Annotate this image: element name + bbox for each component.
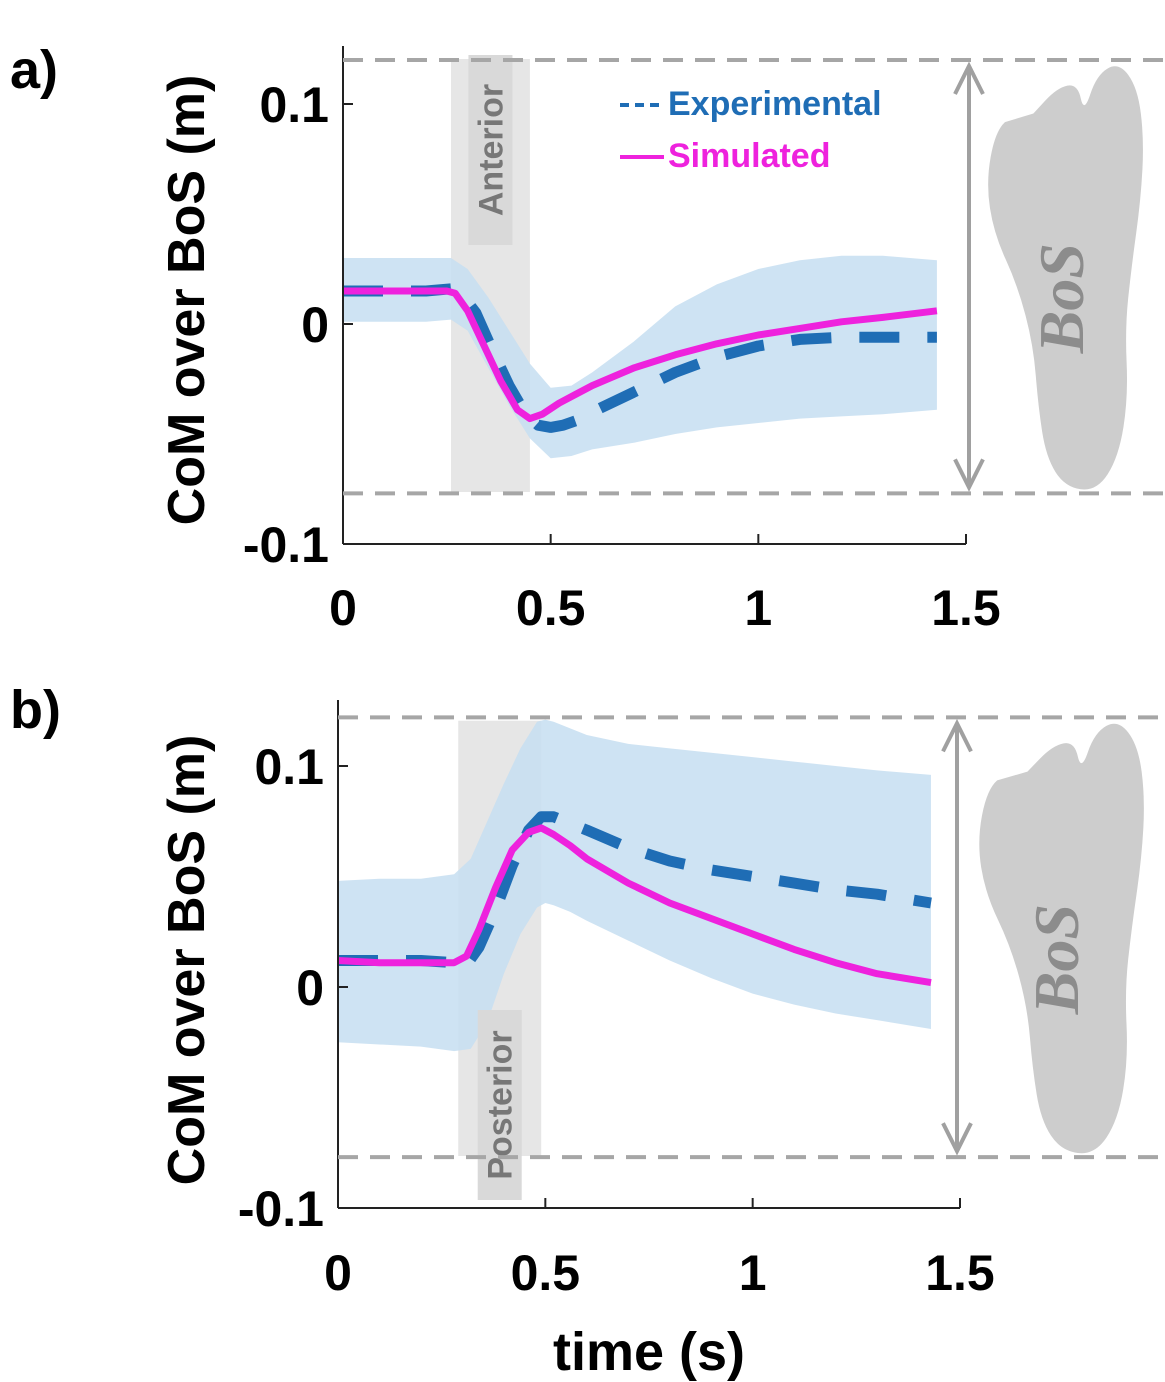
- bos-arrow-head-bottom: [953, 458, 985, 492]
- x-axis-label: time (s): [553, 1322, 745, 1382]
- phase-label: Anterior: [472, 84, 510, 216]
- bos-arrow-head-top: [941, 718, 973, 753]
- panel-label: a): [10, 40, 58, 100]
- foot-icon: [979, 723, 1144, 1154]
- series-simulated-line: [337, 824, 932, 987]
- phase-label-box: [477, 1010, 522, 1200]
- x-tick-label: 0: [329, 580, 357, 636]
- x-tick-label: 1.5: [931, 580, 1001, 636]
- panel-label: b): [10, 680, 61, 740]
- y-tick-label: -0.1: [238, 1181, 324, 1237]
- series-experimental-line: [343, 283, 937, 433]
- x-tick-label: 0.5: [511, 1245, 581, 1301]
- y-axis-label: CoM over BoS (m): [158, 75, 216, 526]
- y-tick-label: -0.1: [243, 517, 329, 573]
- bos-text: BoS: [1021, 904, 1092, 1015]
- x-tick-label: 1: [744, 580, 772, 636]
- x-tick-label: 1.5: [925, 1245, 995, 1301]
- std-band: [343, 255, 937, 459]
- x-tick-label: 0: [324, 1245, 352, 1301]
- y-tick-label: 0: [296, 960, 324, 1016]
- y-tick-label: 0.1: [259, 77, 329, 133]
- x-tick-label: 1: [739, 1245, 767, 1301]
- legend-experimental-label: Experimental: [668, 85, 882, 123]
- bos-text: BoS: [1026, 243, 1097, 354]
- y-tick-label: 0: [301, 297, 329, 353]
- y-axis-label: CoM over BoS (m): [158, 735, 216, 1186]
- legend-simulated-label: Simulated: [668, 137, 830, 175]
- foot-icon: [988, 66, 1143, 490]
- x-tick-label: 0.5: [516, 580, 586, 636]
- bos-arrow-head-bottom: [941, 1122, 973, 1156]
- y-tick-label: 0.1: [254, 739, 324, 795]
- phase-label-box: [468, 55, 513, 245]
- phase-label: Posterior: [482, 1030, 520, 1179]
- bos-arrow-head-top: [953, 61, 985, 95]
- series-simulated-line: [343, 287, 938, 423]
- series-experimental-line: [338, 811, 932, 971]
